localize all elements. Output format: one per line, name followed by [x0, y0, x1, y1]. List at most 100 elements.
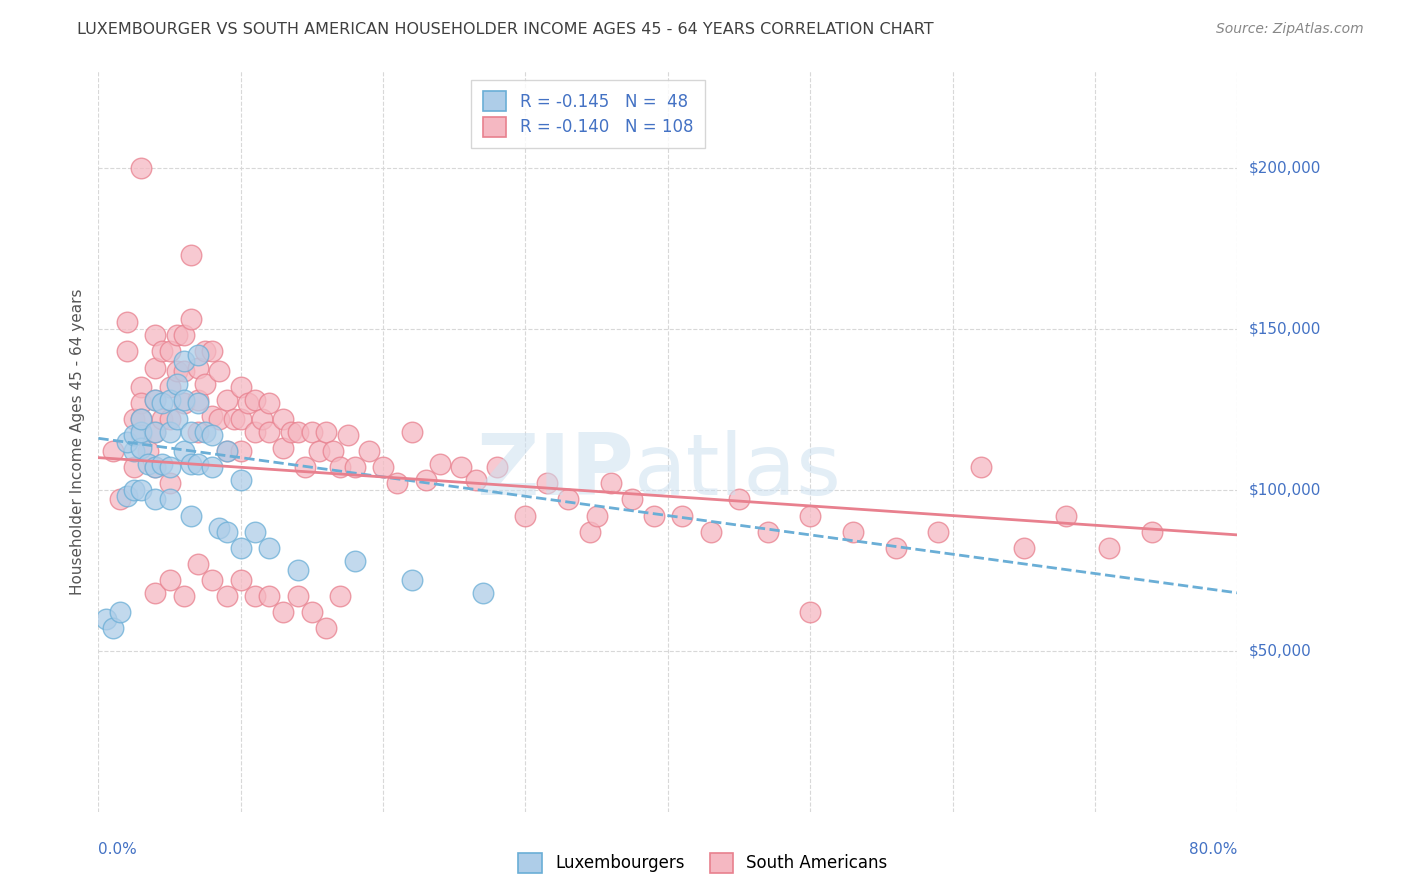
Point	[115, 489, 138, 503]
Y-axis label: Householder Income Ages 45 - 64 years: Householder Income Ages 45 - 64 years	[69, 288, 84, 595]
Text: atlas: atlas	[634, 430, 842, 513]
Point	[215, 392, 238, 407]
Point	[166, 364, 188, 378]
Point	[600, 476, 623, 491]
Point	[115, 434, 138, 449]
Text: 80.0%: 80.0%	[1189, 842, 1237, 857]
Point	[187, 392, 209, 407]
Point	[159, 476, 181, 491]
Point	[173, 354, 195, 368]
Point	[429, 457, 451, 471]
Point	[486, 460, 509, 475]
Point	[180, 425, 202, 439]
Point	[243, 524, 266, 539]
Point	[122, 483, 145, 497]
Point	[145, 392, 167, 407]
Point	[145, 360, 167, 375]
Point	[187, 348, 209, 362]
Point	[294, 460, 316, 475]
Point	[699, 524, 721, 539]
Point	[401, 425, 423, 439]
Point	[187, 457, 209, 471]
Point	[301, 425, 323, 439]
Point	[159, 573, 181, 587]
Point	[201, 428, 224, 442]
Point	[1012, 541, 1035, 555]
Point	[152, 412, 174, 426]
Point	[173, 364, 195, 378]
Text: $150,000: $150,000	[1249, 321, 1320, 336]
Point	[101, 444, 124, 458]
Point	[180, 508, 202, 523]
Text: Source: ZipAtlas.com: Source: ZipAtlas.com	[1216, 22, 1364, 37]
Point	[671, 508, 693, 523]
Point	[108, 605, 131, 619]
Point	[159, 344, 181, 359]
Point	[129, 441, 152, 455]
Point	[136, 457, 159, 471]
Point	[173, 396, 195, 410]
Point	[159, 412, 181, 426]
Point	[194, 376, 217, 391]
Point	[450, 460, 472, 475]
Point	[229, 541, 252, 555]
Point	[159, 425, 181, 439]
Point	[287, 425, 309, 439]
Point	[187, 360, 209, 375]
Point	[129, 412, 152, 426]
Point	[145, 460, 167, 475]
Point	[129, 425, 152, 439]
Point	[315, 621, 337, 635]
Point	[215, 444, 238, 458]
Point	[401, 573, 423, 587]
Point	[180, 312, 202, 326]
Text: ZIP: ZIP	[477, 430, 634, 513]
Point	[122, 444, 145, 458]
Point	[201, 573, 224, 587]
Legend: Luxembourgers, South Americans: Luxembourgers, South Americans	[512, 847, 894, 880]
Point	[159, 460, 181, 475]
Point	[229, 444, 252, 458]
Point	[536, 476, 558, 491]
Point	[250, 412, 273, 426]
Point	[159, 380, 181, 394]
Point	[357, 444, 380, 458]
Point	[145, 460, 167, 475]
Point	[152, 344, 174, 359]
Point	[280, 425, 302, 439]
Point	[208, 521, 231, 535]
Point	[152, 396, 174, 410]
Point	[373, 460, 395, 475]
Point	[415, 473, 437, 487]
Point	[884, 541, 907, 555]
Point	[159, 492, 181, 507]
Point	[173, 589, 195, 603]
Point	[215, 444, 238, 458]
Point	[842, 524, 865, 539]
Point	[159, 392, 181, 407]
Point	[166, 412, 188, 426]
Point	[115, 344, 138, 359]
Point	[173, 328, 195, 343]
Point	[322, 444, 344, 458]
Point	[301, 605, 323, 619]
Point	[621, 492, 644, 507]
Point	[273, 412, 295, 426]
Point	[287, 589, 309, 603]
Point	[464, 473, 486, 487]
Point	[259, 541, 281, 555]
Point	[145, 586, 167, 600]
Point	[471, 586, 494, 600]
Text: $200,000: $200,000	[1249, 161, 1320, 176]
Point	[287, 563, 309, 577]
Point	[108, 492, 131, 507]
Point	[145, 425, 167, 439]
Point	[970, 460, 993, 475]
Point	[201, 409, 224, 423]
Point	[259, 396, 281, 410]
Point	[229, 412, 252, 426]
Point	[315, 425, 337, 439]
Point	[201, 344, 224, 359]
Point	[222, 412, 245, 426]
Point	[129, 380, 152, 394]
